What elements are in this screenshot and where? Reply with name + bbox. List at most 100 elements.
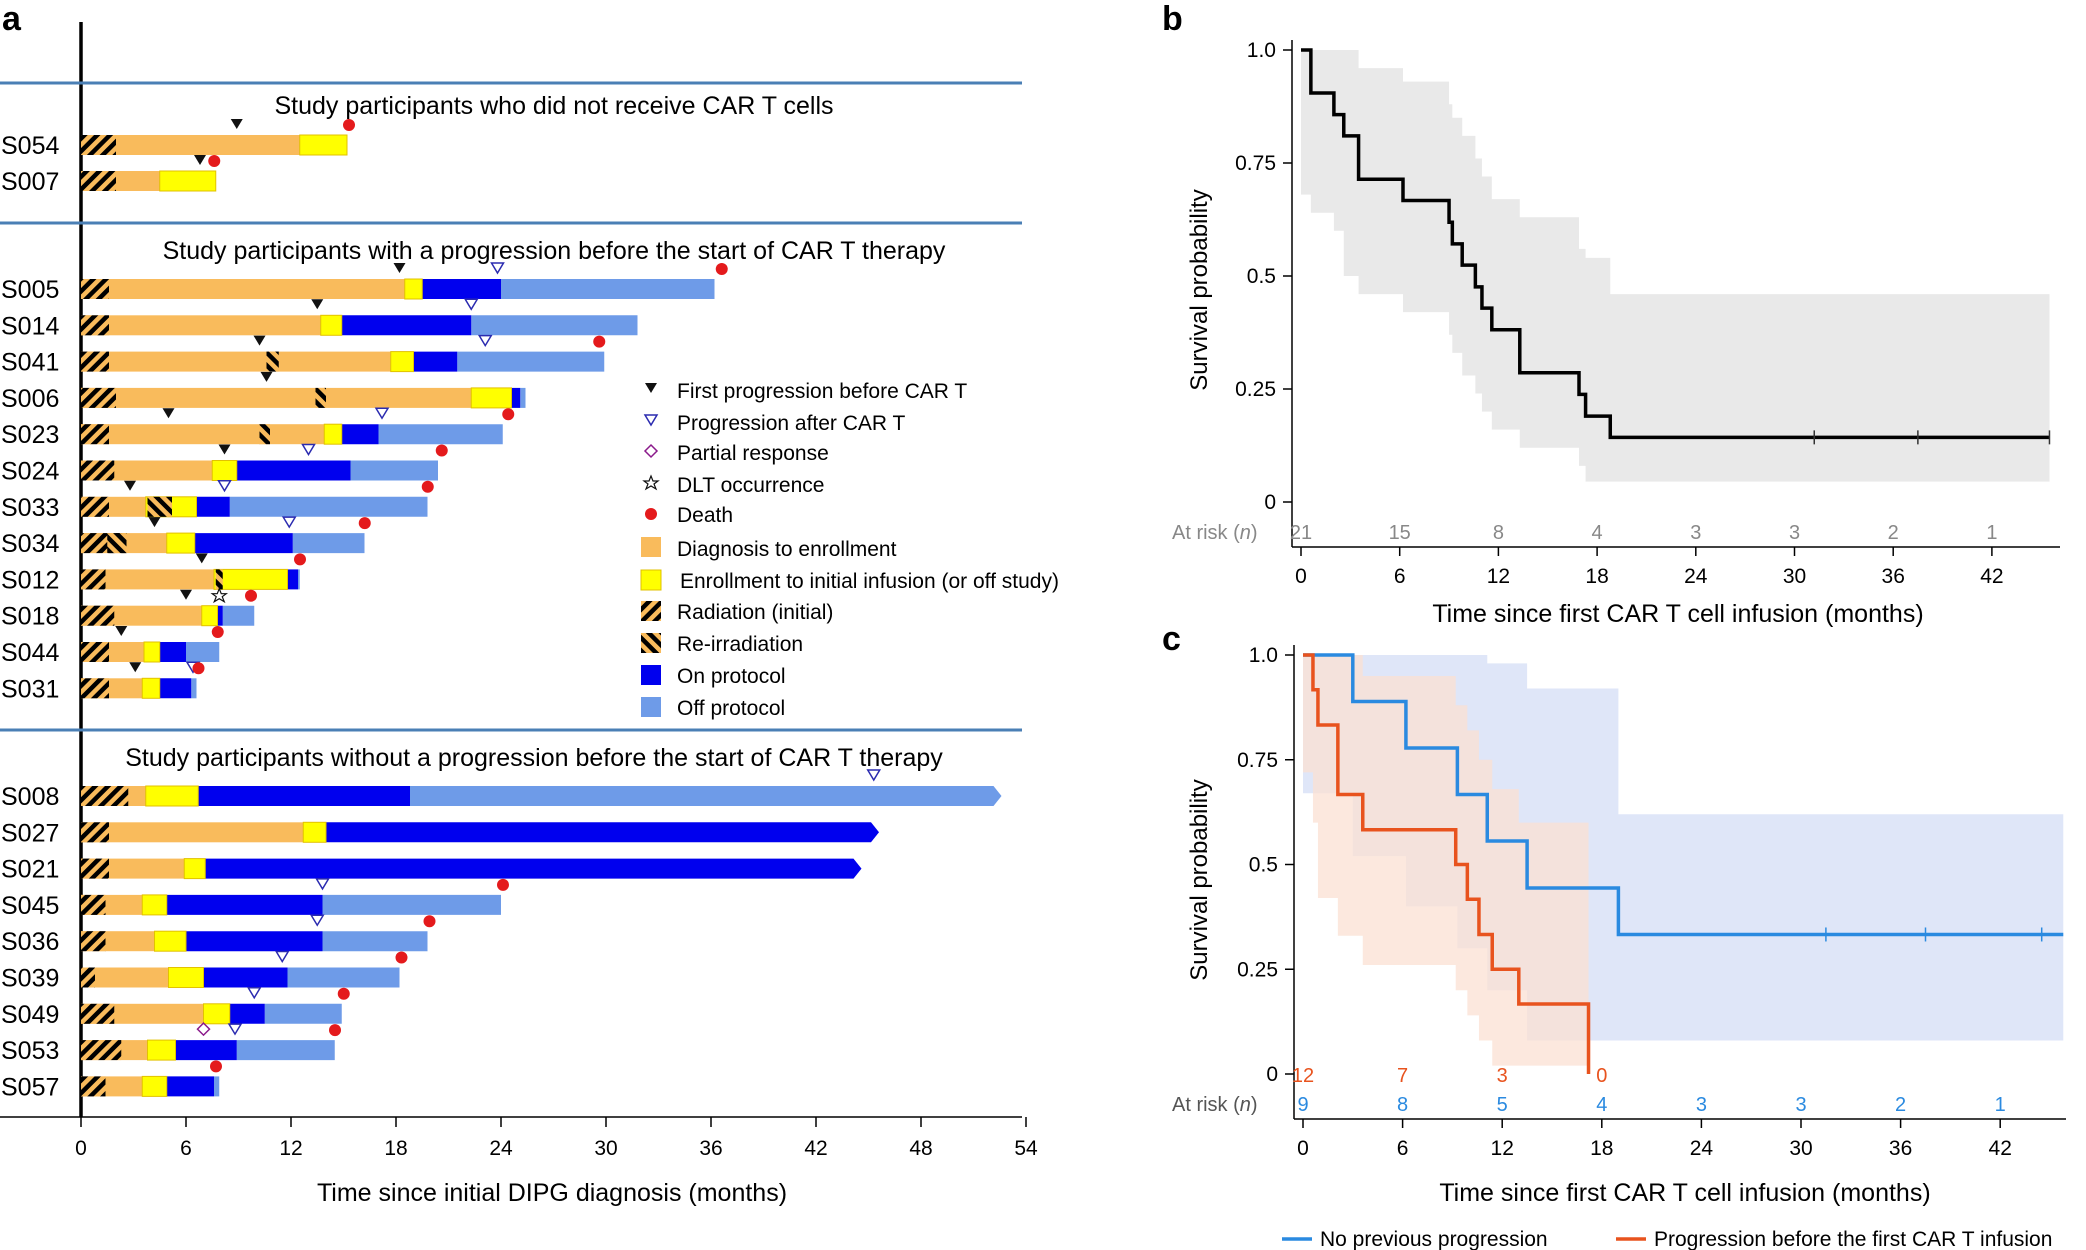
off-protocol-bar [322,931,428,952]
at-risk-blue-count: 4 [1596,1094,1607,1116]
km-x-tick-label: 6 [1394,565,1406,588]
enrollment-bar [323,423,343,445]
radiation-hatch [81,967,95,988]
km-y-tick-label: 1.0 [1247,39,1276,62]
off-protocol-bar [214,1076,220,1097]
on-protocol-bar [287,569,298,590]
radiation-hatch [81,605,115,626]
enrollment-bar [320,314,343,336]
participant-id: S008 [1,783,59,811]
swimmer-row-S044: S044 [1,626,224,667]
yellow-square-icon [640,569,662,591]
off-protocol-bar [457,351,605,372]
on-protocol-bar [236,460,351,481]
on-protocol-bar [159,642,186,662]
km-y-tick-label: 0.75 [1235,152,1276,175]
first-progression-marker [393,263,406,273]
first-progression-marker [115,626,128,636]
at-risk-count: 4 [1592,522,1603,544]
swimmer-row-S014: S014 [1,298,638,340]
first-progression-marker [129,662,142,673]
km-x-tick-label: 30 [1783,565,1806,588]
diagnosis-bar [81,822,304,843]
diagnosis-bar [81,387,472,408]
c-x-label: Time since first CAR T cell infusion (mo… [1439,1179,1930,1207]
at-risk-blue-count: 5 [1497,1094,1508,1116]
at-risk-count: 3 [1690,522,1701,544]
at-risk-count: 2 [1888,522,1899,544]
enrollment-bar [147,1039,176,1061]
panel-c: 00.250.50.751.00 6 12 18 24 30 36 42 Survival p… [1172,644,2066,1250]
km-x-tick-label: 0 [1295,565,1307,588]
death-marker [343,119,355,131]
radiation-hatch [81,496,109,517]
hatch-icon [641,601,661,621]
legend-first-prog: First progression before CAR T [677,380,967,403]
enrollment-bar [141,1075,168,1097]
enrollment-bar [168,967,204,988]
on-protocol-bar [203,967,288,988]
off-protocol-bar [236,1040,335,1061]
on-protocol-bar [217,605,223,626]
km-x-tick-label: 12 [1491,1137,1514,1160]
on-protocol-bar [186,931,323,952]
radiation-hatch [81,424,109,445]
swimmer-row-S049: S049 [1,987,350,1029]
swimmer-row-S027: S027 [1,819,879,847]
death-marker [192,662,205,675]
km-y-tick-label: 1.0 [1249,644,1278,667]
km-y-tick-label: 0.5 [1249,854,1278,877]
km-x-tick-label: 42 [1989,1137,2012,1160]
diagnosis-bar [81,351,391,372]
at-risk-blue-count: 3 [1795,1094,1806,1116]
orange-square-icon [641,537,661,557]
on-protocol-bar [341,424,379,445]
reirradiation-hatch [315,387,326,408]
on-protocol-bar [194,533,293,554]
legend-off-protocol: Off protocol [677,697,785,720]
off-protocol-bar [322,894,501,915]
legend-radiation: Radiation (initial) [677,601,833,624]
death-marker [715,263,728,275]
death-marker [421,480,434,493]
first-progression-marker [195,553,208,564]
on-protocol-bar [511,387,521,408]
diagnosis-bar [81,424,325,445]
radiation-hatch [81,1040,122,1061]
enrollment-bar [211,460,238,481]
off-protocol-bar [410,786,1002,806]
death-marker [435,444,448,457]
down-triangle-filled-icon [645,383,657,393]
orange-survival-line [1303,653,1591,1074]
group-title-no-progression: Study participants without a progression… [125,744,943,772]
panel-label-b: b [1162,0,1183,38]
enrollment-bar [201,605,218,627]
km-plot-overall: 00.250.50.751.00 6 12 18 24 30 36 42 [1235,39,2060,588]
participant-id: S054 [1,132,59,160]
first-progression-marker [180,589,192,600]
on-protocol-bar [166,1076,214,1097]
km-x-tick-label: 24 [1684,565,1708,588]
progression-after-marker [866,769,882,782]
radiation-hatch [81,460,115,481]
orange-ci-band [1303,655,1589,1066]
km-x-tick-label: 18 [1590,1137,1613,1160]
radiation-hatch [81,171,116,191]
swimmer-x-ticks: 0 6 12 18 24 30 36 42 48 54 [75,1117,1038,1160]
enrollment-bar [166,532,196,554]
swimmer-row-S036: S036 [1,914,436,956]
swimmer-x-tick-label: 0 [75,1137,87,1160]
progression-after-marker [490,262,505,275]
participant-id: S033 [1,494,59,522]
down-triangle-open-icon [643,414,659,427]
participant-id: S024 [1,458,59,486]
km-x-tick-label: 42 [1980,565,2003,588]
swimmer-row-S034: S034 [1,516,371,558]
participant-id: S044 [1,639,59,667]
blue-square-icon [641,665,661,685]
participant-id: S036 [1,928,59,956]
diagnosis-bar [81,967,169,988]
progression-after-marker [374,407,390,420]
swimmer-row-S012: S012 [1,553,306,594]
